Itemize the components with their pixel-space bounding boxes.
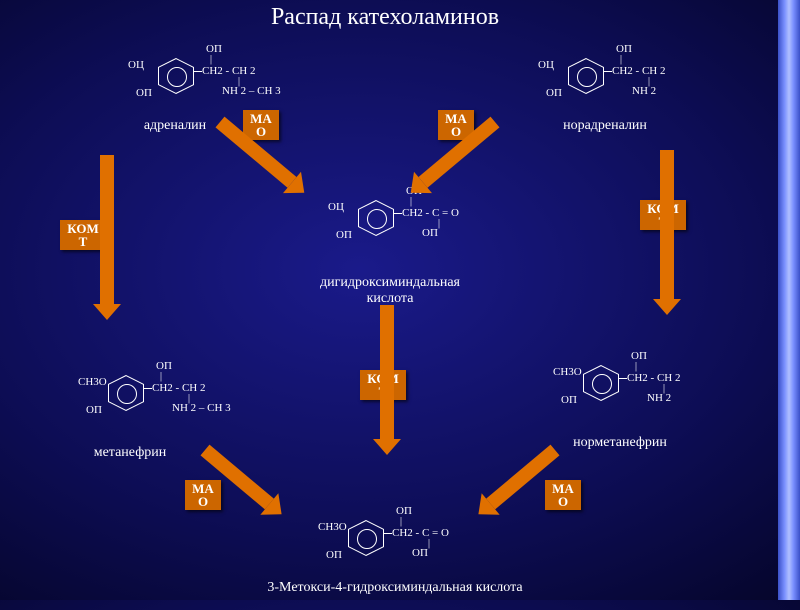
enzyme-mao-6: МАО [545,480,581,510]
enzyme-mao-0: МАО [243,110,279,140]
label-dhma: дигидроксиминдальнаякислота [290,275,490,307]
label-noradrenaline: норадреналин [545,118,665,134]
label-metanephrine: метанефрин [75,445,185,461]
label-normetanephrine: норметанефрин [555,435,685,451]
page-title: Распад катехоламинов [0,4,770,31]
label-vma: 3-Метокси-4-гидроксиминдальная кислота [225,580,565,596]
enzyme-mao-5: МАО [185,480,221,510]
decor-right-stripe [778,0,800,600]
label-adrenaline: адреналин [125,118,225,134]
